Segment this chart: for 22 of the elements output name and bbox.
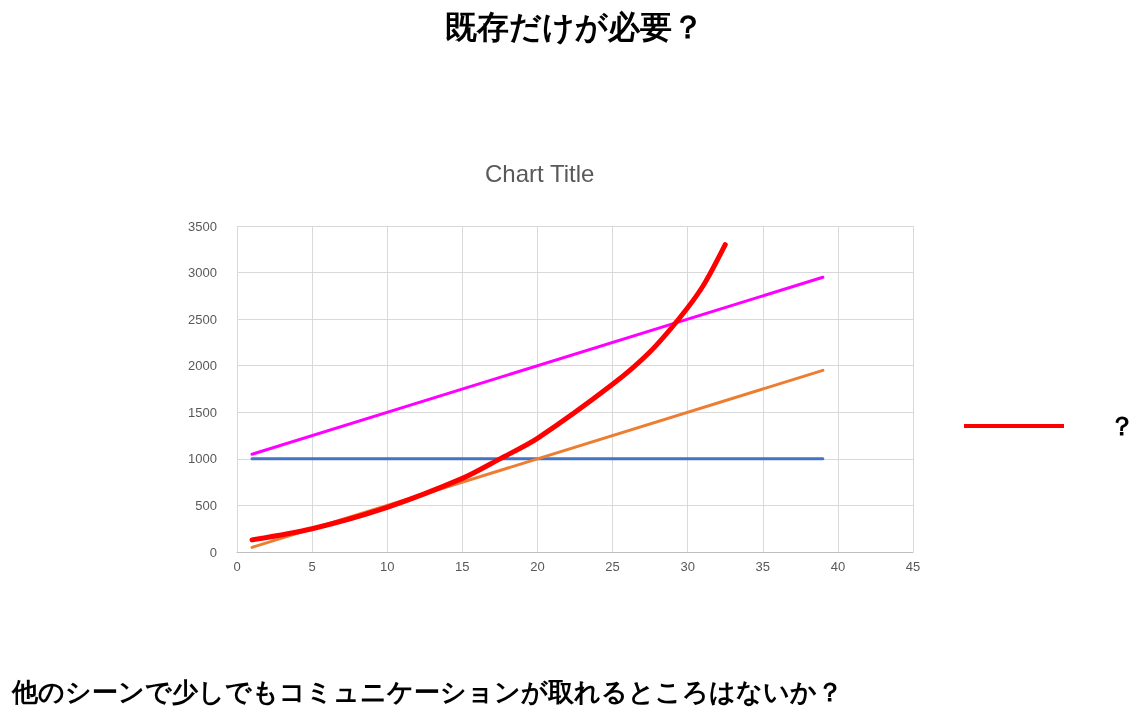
x-tick-label: 35 [755,559,771,574]
y-tick-label: 2000 [188,358,217,374]
y-tick-label: 3000 [188,265,217,281]
x-tick-label: 5 [308,559,316,574]
y-tick-label: 0 [209,544,217,560]
x-tick-label: 25 [605,559,620,574]
x-tick-label: 0 [233,559,241,574]
y-tick-label: 2500 [188,311,217,327]
y-tick-label: 500 [195,497,217,513]
y-tick-label: 1000 [188,451,217,467]
x-tick-label: 45 [905,559,921,574]
chart-subtitle: Chart Title [485,159,595,187]
x-tick-label: 15 [455,559,470,574]
x-tick-label: 20 [530,559,545,574]
text: 他のシーンで少しでもコミュニケーションが取れるところはないか？ [11,677,843,707]
chart-title: 既存だけが必要？ [444,8,704,46]
y-tick-label: 1500 [188,404,217,420]
legend-label: ？ [1109,411,1135,441]
x-tick-label: 10 [379,559,395,574]
x-tick-label: 40 [830,559,846,574]
x-tick-label: 30 [680,559,695,574]
y-tick-label: 3500 [188,218,217,234]
